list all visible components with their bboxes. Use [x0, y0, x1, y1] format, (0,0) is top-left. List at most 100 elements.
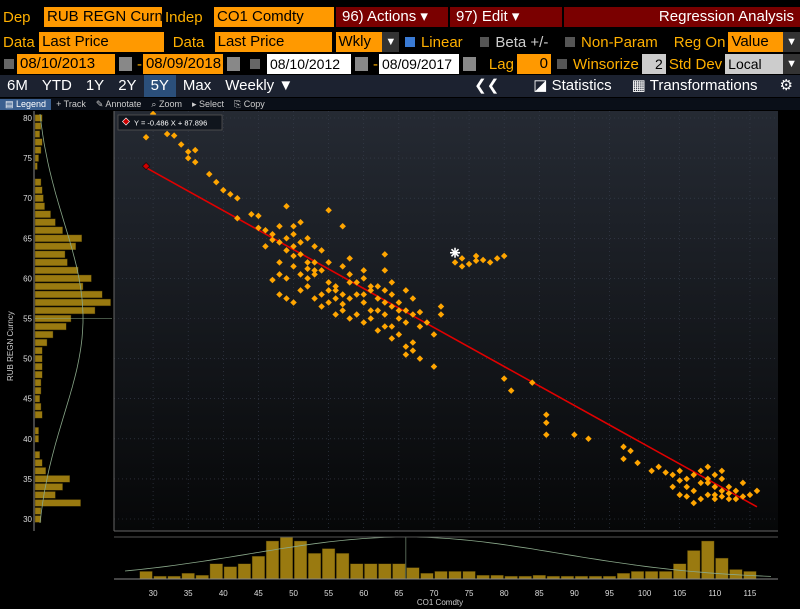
scatter-point — [381, 311, 389, 318]
scatter-point — [437, 311, 445, 318]
scatter-point — [704, 479, 712, 487]
scatter-point — [725, 490, 733, 497]
y-tick-label: 50 — [23, 355, 32, 364]
gear-icon[interactable]: ⚙ — [779, 77, 793, 94]
x-histogram-bar — [645, 571, 659, 580]
scatter-point — [346, 315, 353, 322]
calendar-icon[interactable] — [226, 57, 240, 71]
annotate-button[interactable]: ✎ Annotate — [95, 98, 142, 109]
y-histogram-bar — [34, 515, 42, 523]
date-dash-1: - — [136, 55, 142, 73]
scatter-point — [332, 283, 339, 290]
period-dropdown-icon[interactable]: ▼ — [382, 32, 400, 52]
range2-checkbox[interactable] — [249, 59, 260, 69]
calendar-icon[interactable] — [462, 57, 476, 71]
nonparam-checkbox[interactable] — [565, 37, 576, 47]
scatter-point — [381, 323, 389, 330]
stddev-field[interactable]: 2 — [641, 54, 666, 74]
scatter-point — [227, 190, 234, 198]
y-tick-label: 60 — [23, 274, 32, 283]
data-field-1[interactable]: Last Price — [39, 32, 164, 52]
data-field-2[interactable]: Last Price — [214, 32, 332, 52]
regon-dropdown-icon[interactable]: ▼ — [783, 32, 800, 52]
period-select[interactable]: Wkly — [335, 32, 383, 52]
lag-field[interactable]: 0 — [516, 54, 551, 74]
beta-checkbox[interactable] — [479, 37, 490, 47]
dep-field[interactable]: RUB REGN Curn — [44, 7, 162, 27]
start-date-1[interactable]: 08/10/2013 — [17, 54, 115, 74]
tab-5y[interactable]: 5Y — [143, 75, 176, 97]
y-histogram-bar — [34, 435, 39, 443]
scatter-point — [739, 479, 747, 487]
y-axis-label: RUB REGN Curncy — [6, 311, 15, 381]
lag-label: Lag — [488, 55, 514, 73]
scatter-point — [683, 483, 690, 491]
scatter-point — [402, 319, 410, 326]
tab-2y[interactable]: 2Y — [118, 77, 137, 94]
zoom-button[interactable]: ⌕ Zoom — [151, 98, 182, 109]
indep-field[interactable]: CO1 Comdty — [214, 7, 334, 27]
winsorize-checkbox[interactable] — [556, 59, 567, 69]
scatter-point — [262, 243, 269, 250]
range1-checkbox[interactable] — [4, 59, 14, 69]
end-date-1[interactable]: 08/09/2018 — [142, 54, 223, 74]
y-histogram-bar — [34, 194, 44, 202]
x-tick-label: 50 — [289, 589, 298, 598]
local-select[interactable]: Local — [725, 54, 784, 74]
scatter-point — [388, 279, 396, 286]
y-histogram-bar — [34, 250, 66, 258]
end-date-2[interactable]: 08/09/2017 — [378, 54, 459, 74]
dep-label: Dep — [3, 8, 31, 26]
linear-checkbox[interactable] — [405, 37, 415, 47]
plot-area[interactable] — [114, 111, 778, 531]
x-histogram-bar — [715, 557, 729, 580]
scatter-point — [360, 275, 367, 282]
select-button[interactable]: ▸ Select — [191, 98, 225, 109]
x-tick-label: 110 — [708, 589, 721, 598]
tab-6m[interactable]: 6M — [7, 77, 28, 94]
calendar-icon[interactable] — [118, 57, 132, 71]
edit-menu[interactable]: 97) Edit ▾ — [450, 7, 562, 27]
dates-row: 08/10/2013 - 08/09/2018 08/10/2012 - 08/… — [0, 54, 800, 74]
regon-select[interactable]: Value — [728, 32, 784, 52]
statistics-button[interactable]: ◪ Statistics — [533, 77, 612, 94]
start-date-2[interactable]: 08/10/2012 — [266, 54, 351, 74]
legend-button[interactable]: ▤ Legend — [0, 98, 52, 110]
scatter-point — [339, 307, 346, 314]
scatter-point — [388, 323, 396, 330]
x-histogram-bar — [476, 575, 490, 580]
scatter-point — [290, 243, 297, 250]
scatter-point — [458, 263, 466, 270]
weekly-dropdown[interactable]: Weekly ▼ — [225, 77, 294, 94]
tab-ytd[interactable]: YTD — [41, 77, 72, 94]
scatter-point — [184, 148, 192, 155]
y-histogram-bar — [34, 274, 92, 283]
y-histogram-bar — [34, 330, 54, 339]
scatter-point — [191, 158, 199, 166]
y-histogram-bar — [34, 298, 111, 307]
settings-row: Data Last Price Data Last Price Wkly ▼ L… — [0, 32, 800, 52]
tab-max[interactable]: Max — [182, 77, 212, 94]
collapse-icon[interactable]: ❮❮ — [474, 77, 500, 94]
copy-button[interactable]: ⎘ Copy — [234, 98, 265, 109]
calendar-icon[interactable] — [354, 57, 368, 71]
scatter-point — [704, 491, 712, 499]
page-title: Regression Analysis — [564, 7, 800, 27]
scatter-point — [276, 239, 283, 246]
track-button[interactable]: + Track — [56, 99, 86, 109]
legend-box[interactable]: Y = -0.486 X + 87.896 — [117, 114, 223, 131]
local-dropdown-icon[interactable]: ▼ — [783, 54, 800, 74]
transformations-button[interactable]: ▦ Transformations — [631, 77, 758, 94]
tab-1y[interactable]: 1Y — [85, 77, 105, 94]
x-histogram-bar — [195, 575, 209, 580]
x-tick-label: 115 — [744, 589, 757, 598]
x-tick-label: 55 — [324, 589, 333, 598]
actions-menu[interactable]: 96) Actions ▾ — [336, 7, 448, 27]
scatter-point — [725, 495, 733, 503]
scatter-point — [374, 295, 382, 302]
regression-chart[interactable]: 30 35 40 45 50 55 60 65 70 75 80 85 90 95 100 105 110 115… — [0, 111, 800, 608]
y-histogram-bar — [34, 226, 63, 234]
linear-label: Linear — [420, 33, 463, 51]
scatter-point — [318, 303, 325, 310]
scatter-point — [718, 475, 726, 483]
